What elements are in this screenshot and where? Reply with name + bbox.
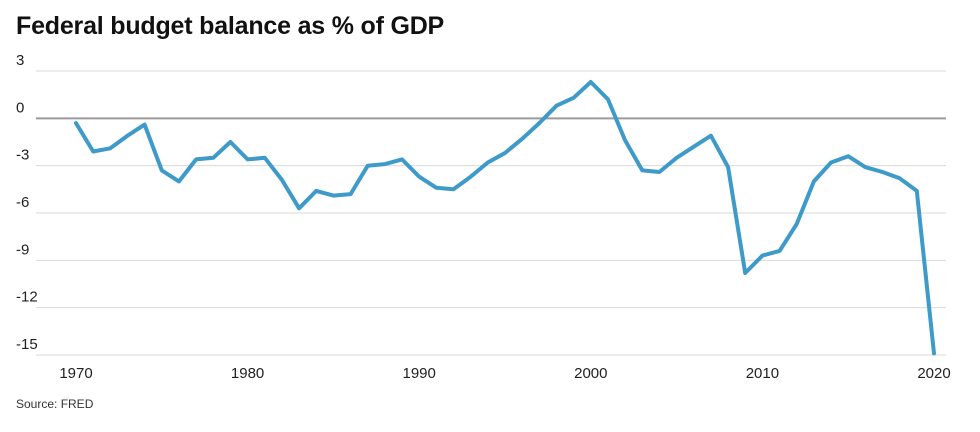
- gridlines: [36, 70, 946, 356]
- data-point: [211, 156, 215, 160]
- data-point: [177, 179, 181, 183]
- data-point: [881, 170, 885, 174]
- data-point: [778, 249, 782, 253]
- data-point: [846, 154, 850, 158]
- data-point: [760, 254, 764, 258]
- data-point: [280, 178, 284, 182]
- data-point: [503, 151, 507, 155]
- data-point: [314, 189, 318, 193]
- x-tick-label: 2010: [746, 365, 779, 382]
- data-point: [417, 175, 421, 179]
- data-point: [108, 146, 112, 150]
- y-tick-label: -6: [16, 194, 29, 211]
- data-point: [469, 175, 473, 179]
- data-point: [606, 97, 610, 101]
- data-point: [812, 179, 816, 183]
- source-note: Source: FRED: [16, 397, 94, 411]
- x-tick-label: 2020: [917, 365, 950, 382]
- data-point: [297, 206, 301, 210]
- data-point: [349, 192, 353, 196]
- data-point: [554, 104, 558, 108]
- data-point: [91, 149, 95, 153]
- data-point: [795, 222, 799, 226]
- data-point: [932, 351, 936, 355]
- data-point: [537, 121, 541, 125]
- data-point: [246, 157, 250, 161]
- data-point: [160, 168, 164, 172]
- data-point: [400, 157, 404, 161]
- data-point: [743, 271, 747, 275]
- y-tick-label: -3: [16, 147, 29, 164]
- x-tick-label: 1980: [231, 365, 264, 382]
- data-point: [125, 134, 129, 138]
- series-layer: [74, 80, 936, 356]
- chart-title: Federal budget balance as % of GDP: [16, 12, 445, 40]
- data-point: [228, 140, 232, 144]
- data-point: [898, 176, 902, 180]
- data-point: [863, 165, 867, 169]
- x-axis-ticks: 1970 1980 1990 2000 2010 2020: [59, 365, 950, 382]
- x-tick-label: 1970: [59, 365, 92, 382]
- data-point: [709, 134, 713, 138]
- data-point: [520, 137, 524, 141]
- series-points: [74, 80, 936, 355]
- y-tick-label: -12: [16, 289, 38, 306]
- data-point: [486, 161, 490, 165]
- data-point: [452, 187, 456, 191]
- data-point: [143, 123, 147, 127]
- data-point: [623, 138, 627, 142]
- x-tick-label: 2000: [574, 365, 607, 382]
- data-point: [915, 189, 919, 193]
- data-point: [829, 161, 833, 165]
- data-point: [263, 156, 267, 160]
- data-point: [194, 157, 198, 161]
- x-tick-label: 1990: [403, 365, 436, 382]
- data-point: [366, 164, 370, 168]
- data-point: [331, 194, 335, 198]
- y-tick-label: -15: [16, 336, 38, 353]
- y-tick-label: 0: [16, 99, 24, 116]
- data-point: [434, 186, 438, 190]
- data-point: [657, 170, 661, 174]
- series-line: [74, 80, 936, 356]
- data-point: [383, 162, 387, 166]
- data-point: [589, 80, 593, 84]
- data-point: [675, 156, 679, 160]
- data-point: [726, 165, 730, 169]
- y-axis-ticks: 3 0 -3 -6 -9 -12 -15: [16, 52, 38, 353]
- data-point: [572, 96, 576, 100]
- y-tick-label: -9: [16, 241, 29, 258]
- data-point: [74, 121, 78, 125]
- y-tick-label: 3: [16, 52, 24, 69]
- data-point: [692, 145, 696, 149]
- data-point: [640, 168, 644, 172]
